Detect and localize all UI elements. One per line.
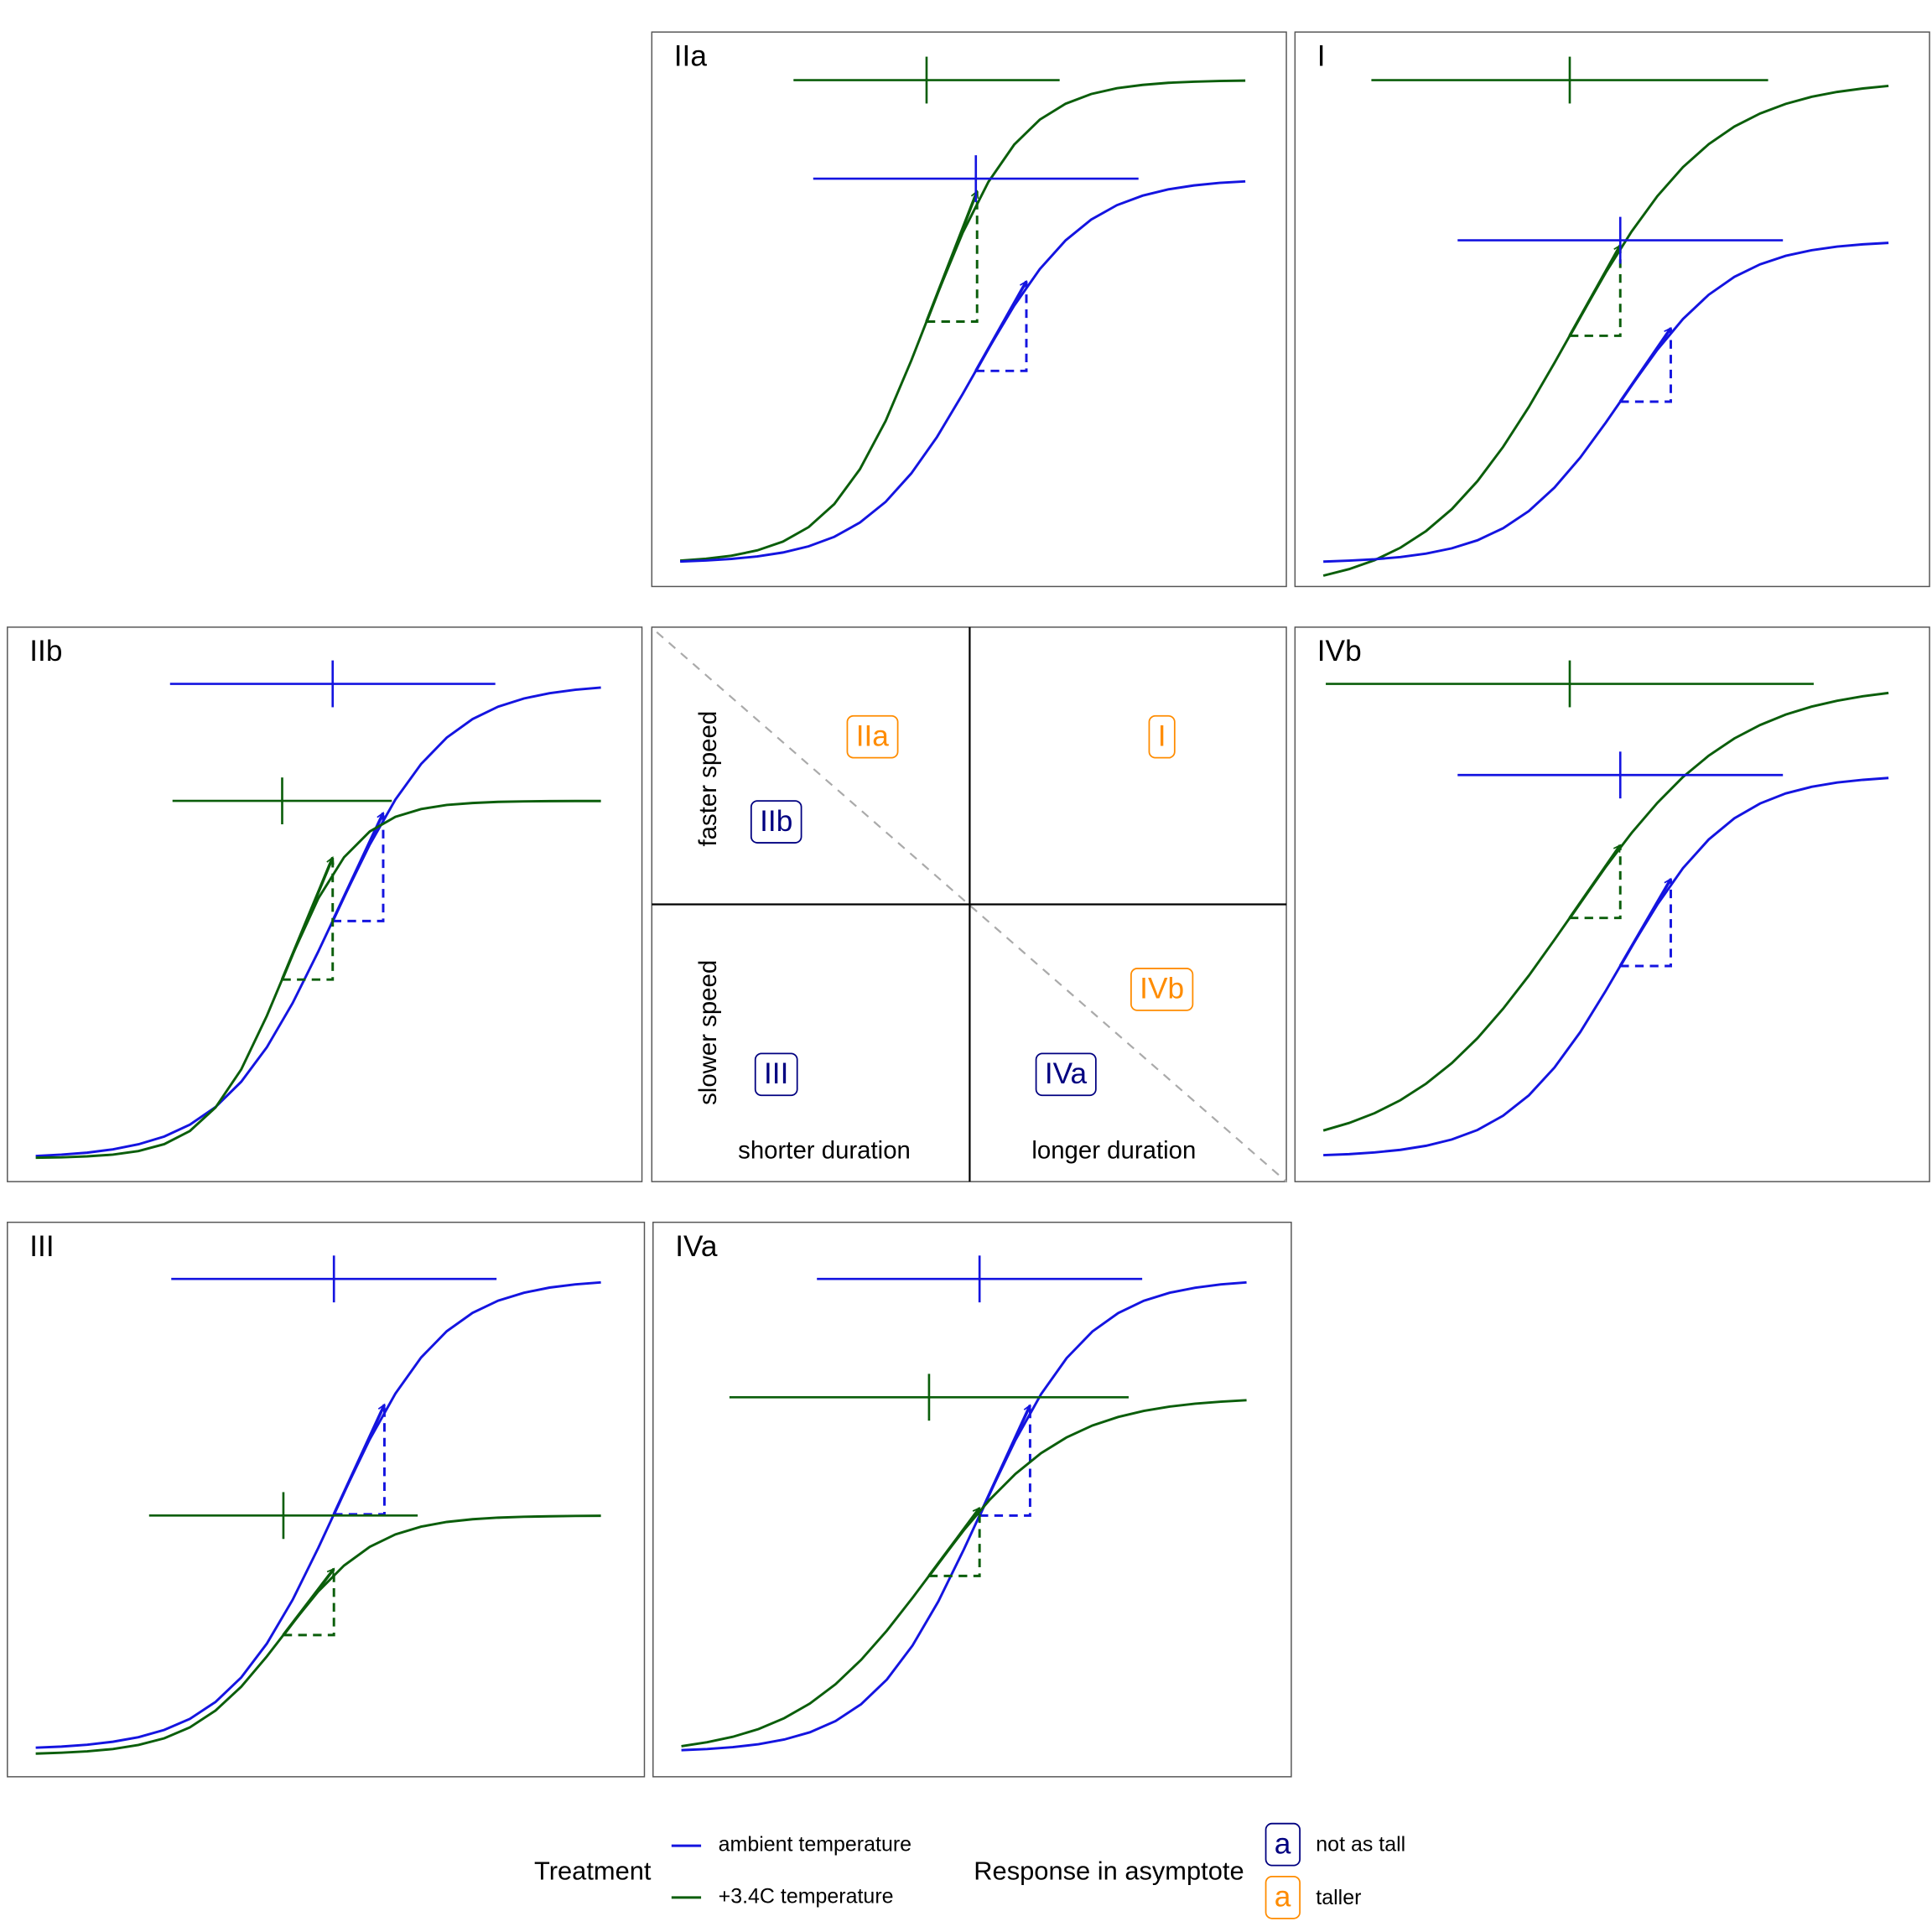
rate-arrow: [974, 281, 1028, 372]
x-label: longer duration: [1031, 1137, 1196, 1165]
rate-arrow: [1618, 328, 1672, 403]
rate-guide: [1570, 245, 1622, 337]
boxed-label: IIa: [856, 719, 890, 752]
boxed-label: IIb: [760, 805, 792, 838]
panel: IIb: [7, 626, 643, 1182]
rate-guide: [282, 857, 335, 981]
diagonal: [656, 631, 1287, 1182]
y-label: faster speed: [694, 711, 722, 847]
frame: [651, 31, 1287, 588]
rate-guide: [1620, 879, 1672, 968]
rate-guide: [332, 813, 385, 922]
legend: Treatment ambient temperature +3.4C temp…: [534, 1822, 1405, 1919]
rate-arrow: [978, 1405, 1032, 1517]
frame: [7, 1221, 646, 1778]
rate-guide: [1570, 844, 1622, 920]
panel-label: IIa: [674, 39, 708, 72]
curve: [681, 1399, 1247, 1748]
label-box: [846, 714, 899, 759]
boxed-label: IVa: [1045, 1057, 1088, 1090]
rate-arrow: [282, 1569, 335, 1636]
panel: I: [1294, 31, 1930, 588]
legend-item: not as tall: [1316, 1833, 1405, 1857]
curve: [35, 1280, 601, 1749]
boxed-label: I: [1158, 719, 1166, 752]
label-box: [1130, 968, 1194, 1011]
label-box: [1035, 1052, 1097, 1097]
legend-title: Response in asymptote: [974, 1857, 1244, 1886]
curve: [681, 1280, 1247, 1752]
curve: [680, 179, 1246, 564]
panel-label: IVa: [675, 1230, 718, 1263]
rate-guide: [975, 281, 1028, 372]
rate-arrow: [1568, 845, 1622, 919]
rate-arrow: [1568, 246, 1622, 337]
panel-label: III: [29, 1230, 54, 1263]
rate-arrow: [331, 813, 385, 922]
rate-guide: [979, 1405, 1031, 1517]
rate-arrow: [1618, 879, 1673, 967]
frame: [1294, 626, 1930, 1182]
curve: [1323, 242, 1889, 564]
rate-guide: [1620, 328, 1672, 403]
rate-arrow: [927, 1508, 981, 1577]
curve: [1322, 84, 1889, 577]
panel: IIa: [651, 31, 1287, 588]
curve: [35, 799, 601, 1160]
rate-guide: [283, 1568, 335, 1637]
panel-label: IVb: [1317, 635, 1362, 667]
rate-guide: [334, 1405, 386, 1516]
curve: [1322, 691, 1889, 1132]
panel: III: [7, 1221, 646, 1778]
panel-label: I: [1317, 39, 1326, 72]
boxed-label: III: [764, 1057, 788, 1090]
rate-arrow: [280, 858, 332, 980]
panel: IVa: [652, 1221, 1292, 1778]
rate-arrow: [925, 191, 977, 323]
legend-item: +3.4C temperature: [719, 1884, 894, 1908]
panel-label: IIb: [29, 635, 62, 667]
frame: [652, 1221, 1292, 1778]
label-box: [1265, 1875, 1301, 1919]
curve: [35, 686, 601, 1158]
frame: [7, 626, 643, 1182]
label-box: [1148, 714, 1176, 759]
label-box: [750, 800, 802, 844]
curve: [1323, 776, 1889, 1157]
rate-guide: [926, 191, 979, 323]
y-label: slower speed: [694, 960, 722, 1105]
boxed-label: IVb: [1140, 973, 1184, 1005]
label-box: [1265, 1822, 1301, 1867]
boxed-label: a: [1275, 1881, 1291, 1914]
rate-guide: [928, 1508, 981, 1577]
frame: [1294, 31, 1930, 588]
legend-title: Treatment: [534, 1857, 652, 1886]
legend-item: taller: [1316, 1886, 1361, 1909]
panel: IVb: [1294, 626, 1930, 1182]
boxed-label: a: [1275, 1827, 1291, 1860]
label-box: [754, 1052, 798, 1097]
x-label: shorter duration: [738, 1137, 911, 1165]
center-panel: faster speed slower speed shorter durati…: [651, 626, 1287, 1182]
curve: [679, 79, 1246, 563]
rate-arrow: [332, 1405, 387, 1515]
legend-item: ambient temperature: [719, 1833, 911, 1857]
